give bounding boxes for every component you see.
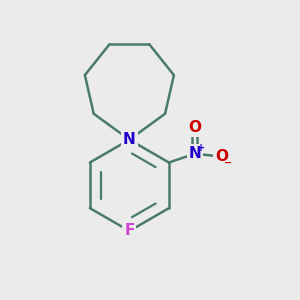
Text: O: O [188, 120, 201, 135]
Text: O: O [215, 149, 228, 164]
Text: +: + [197, 143, 205, 153]
Text: −: − [224, 158, 232, 167]
Text: F: F [124, 224, 135, 238]
Text: N: N [123, 132, 136, 147]
Text: N: N [188, 146, 201, 161]
